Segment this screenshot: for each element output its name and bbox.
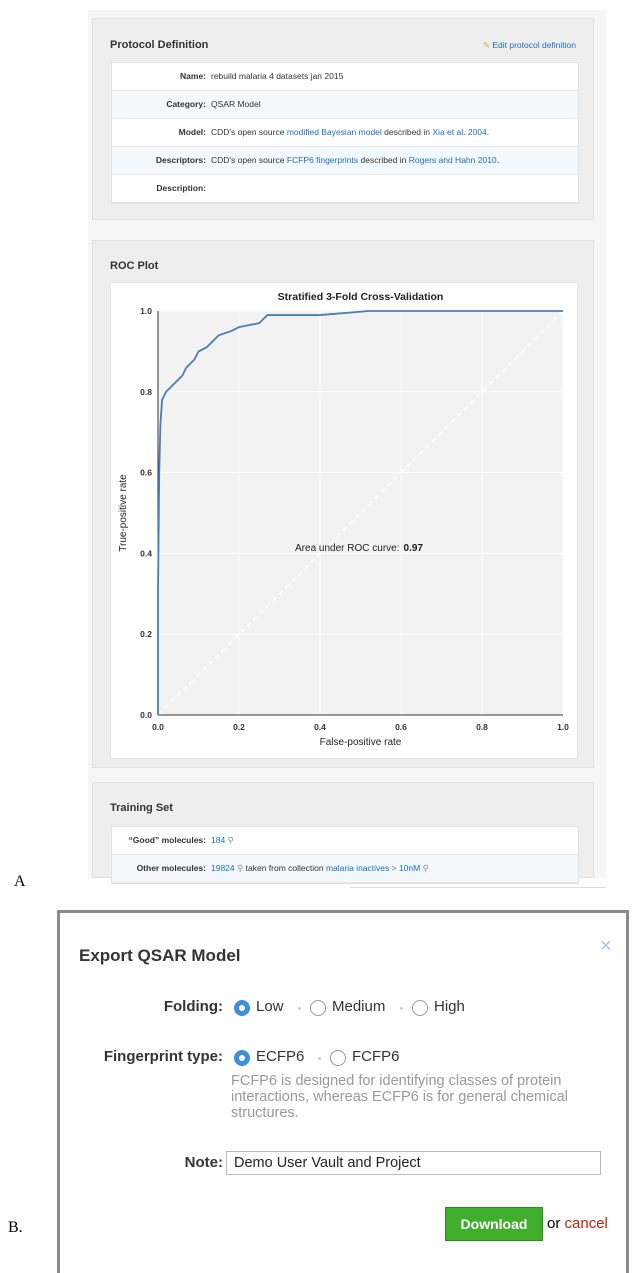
text: or — [547, 1215, 560, 1232]
label: “Good” molecules: — [129, 827, 206, 854]
link[interactable]: malaria inactives > 10nM — [326, 863, 420, 873]
radio-label[interactable]: Medium — [332, 998, 385, 1015]
link[interactable]: FCFP6 fingerprints — [287, 155, 358, 165]
help-text: FCFP6 is designed for identifying classe… — [231, 1073, 611, 1121]
y-tick-label: 0.6 — [140, 468, 152, 478]
text: described in — [384, 127, 430, 137]
y-axis-label: True-positive rate — [118, 474, 129, 552]
separator — [298, 1007, 301, 1010]
x-tick-label: 1.0 — [557, 722, 569, 732]
y-tick-label: 0.2 — [140, 629, 152, 639]
link[interactable]: Xia et al. 2004 — [432, 127, 486, 137]
radio[interactable] — [330, 1050, 346, 1066]
label: Category: — [166, 91, 206, 118]
annotation-text: Area under ROC curve: — [295, 543, 400, 554]
y-tick-label: 1.0 — [140, 306, 152, 316]
value: 184 ⚲ — [211, 827, 234, 854]
text: . — [487, 127, 489, 137]
training-table: “Good” molecules:184 ⚲ Other molecules:1… — [111, 826, 579, 884]
row: Name:rebuild malaria 4 datasets jan 2015 — [112, 63, 578, 91]
link[interactable]: 19824 — [211, 863, 235, 873]
panel-label: B. — [8, 1219, 23, 1237]
field-label: Note: — [185, 1154, 223, 1171]
box-title: Training Set — [110, 802, 173, 814]
y-tick-label: 0.4 — [140, 548, 152, 558]
label: Model: — [179, 119, 206, 146]
row: “Good” molecules:184 ⚲ — [112, 827, 578, 855]
row: Description: — [112, 175, 578, 203]
protocol-box: Protocol Definition ✎ Edit protocol defi… — [92, 18, 594, 220]
radio[interactable] — [234, 1000, 250, 1016]
label: Description: — [156, 175, 206, 202]
download-button[interactable]: Download — [445, 1207, 543, 1241]
y-tick-label: 0.8 — [140, 387, 152, 397]
radio-label[interactable]: High — [434, 998, 465, 1015]
edit-link[interactable]: ✎ Edit protocol definition — [483, 40, 576, 51]
field-label: Folding: — [164, 998, 223, 1015]
panel-label: A — [14, 873, 26, 891]
box-title: Protocol Definition — [110, 39, 208, 51]
value: CDD's open source modified Bayesian mode… — [211, 119, 489, 146]
link[interactable]: modified Bayesian model — [287, 127, 382, 137]
cancel-area: or cancel — [547, 1215, 608, 1232]
dialog-title: Export QSAR Model — [79, 946, 241, 966]
page: Protocol Definition ✎ Edit protocol defi… — [0, 0, 644, 1266]
x-tick-label: 0.4 — [314, 722, 326, 732]
radio-label[interactable]: ECFP6 — [256, 1048, 304, 1065]
link[interactable]: Edit protocol definition — [492, 40, 576, 50]
training-box: Training Set “Good” molecules:184 ⚲ Othe… — [92, 782, 594, 878]
field-label: Fingerprint type: — [104, 1048, 223, 1065]
radio-label[interactable]: Low — [256, 998, 284, 1015]
text: . — [497, 155, 499, 165]
x-tick-label: 0.2 — [233, 722, 245, 732]
label: Name: — [180, 63, 206, 90]
note-input[interactable]: Demo User Vault and Project — [226, 1151, 601, 1175]
panel-a: Protocol Definition ✎ Edit protocol defi… — [88, 10, 606, 878]
label: Other molecules: — [137, 855, 206, 882]
box-title: ROC Plot — [110, 260, 158, 272]
link[interactable]: 184 — [211, 835, 225, 845]
x-tick-label: 0.6 — [395, 722, 407, 732]
value: rebuild malaria 4 datasets jan 2015 — [211, 63, 343, 90]
x-tick-label: 0.0 — [152, 722, 164, 732]
cancel-link[interactable]: cancel — [565, 1215, 608, 1232]
row: Model:CDD's open source modified Bayesia… — [112, 119, 578, 147]
separator — [400, 1007, 403, 1010]
text: CDD's open source — [211, 155, 284, 165]
label: Descriptors: — [156, 147, 206, 174]
value: 19824 ⚲ taken from collection malaria in… — [211, 855, 429, 882]
row: Other molecules:19824 ⚲ taken from colle… — [112, 855, 578, 883]
auc-value: 0.97 — [404, 543, 424, 554]
value: QSAR Model — [211, 91, 261, 118]
value: CDD's open source FCFP6 fingerprints des… — [211, 147, 499, 174]
divider — [350, 887, 606, 888]
row: Category:QSAR Model — [112, 91, 578, 119]
x-tick-label: 0.8 — [476, 722, 488, 732]
text: taken from collection — [246, 863, 324, 873]
y-tick-label: 0.0 — [140, 710, 152, 720]
radio[interactable] — [412, 1000, 428, 1016]
roc-chart: 0.0 0.2 0.4 0.6 0.8 1.0 0.0 0.2 0.4 0.6 0.8 1.0 Stra… — [110, 282, 578, 759]
text: described in — [361, 155, 407, 165]
text: CDD's open source — [211, 127, 284, 137]
link[interactable]: Rogers and Hahn 2010 — [409, 155, 497, 165]
x-axis-label: False-positive rate — [320, 737, 402, 748]
protocol-table: Name:rebuild malaria 4 datasets jan 2015… — [111, 62, 579, 204]
row: Descriptors:CDD's open source FCFP6 fing… — [112, 147, 578, 175]
separator — [318, 1057, 321, 1060]
export-dialog: Export QSAR Model × Folding: Fingerprint… — [57, 910, 629, 1273]
radio[interactable] — [234, 1050, 250, 1066]
radio-label[interactable]: FCFP6 — [352, 1048, 400, 1065]
annotation: Area under ROC curve: 0.97 — [295, 543, 423, 554]
close-button[interactable]: × — [600, 935, 612, 958]
chart-title: Stratified 3-Fold Cross-Validation — [278, 291, 444, 303]
radio[interactable] — [310, 1000, 326, 1016]
